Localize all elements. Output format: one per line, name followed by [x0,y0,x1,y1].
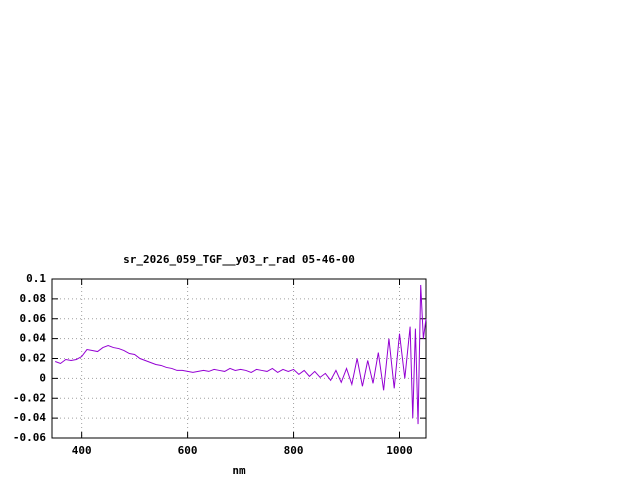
x-axis-label: nm [232,464,246,477]
y-tick-label: 0.02 [20,352,47,365]
plot-border [51,278,427,439]
y-tick-label: -0.04 [13,411,46,424]
y-tick-label: 0.04 [20,332,47,345]
x-tick-label: 800 [284,444,304,457]
y-tick-label: 0.1 [26,272,46,285]
y-tick-label: 0 [39,371,46,384]
x-tick-label: 600 [178,444,198,457]
y-tick-label: -0.02 [13,391,46,404]
y-tick-label: 0.08 [20,292,47,305]
data-line [55,284,427,425]
chart-title: sr_2026_059_TGF__y03_r_rad 05-46-00 [123,253,355,266]
x-tick-label: 1000 [386,444,413,457]
y-tick-label: 0.06 [20,312,47,325]
y-tick-label: -0.06 [13,431,46,444]
x-tick-label: 400 [72,444,92,457]
